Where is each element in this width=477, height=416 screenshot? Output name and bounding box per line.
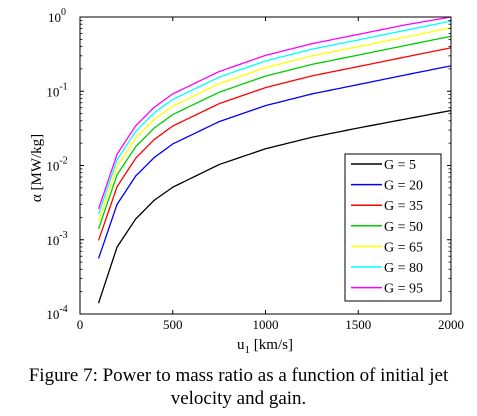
legend: G = 5 G = 20 G = 35 G = 50 G = 65 G = 80 G = 9… [344,153,442,302]
legend-label-2: G = 20 [384,179,423,194]
x-axis-label-unit: [km/s] [250,337,293,353]
series-line-6 [97,20,452,215]
x-tick-label-3: 1000 [253,317,279,332]
y-tick-label-4: 10-1 [46,81,67,99]
x-axis-label-main: u [237,337,245,353]
y-axis-label: α [MW/kg] [29,134,45,202]
y-tick-label-5: 100 [48,7,66,25]
series-line-3 [97,47,452,241]
y-ticks: 10-4 10-3 10-2 10-1 100 [46,7,451,322]
series-line-2 [97,65,452,259]
series-line-5 [97,27,452,222]
legend-label-3: G = 35 [384,199,423,214]
y-tick-label-1: 10-4 [46,304,67,322]
caption-line-1: Figure 7: Power to mass ratio as a funct… [28,365,449,386]
legend-box [344,153,442,302]
x-tick-label-1: 0 [77,317,84,332]
series-line-1 [97,109,452,304]
x-ticks: 0 500 1000 1500 2000 [77,17,464,332]
legend-label-5: G = 65 [384,240,423,255]
y-tick-label-2: 10-3 [46,230,67,248]
series-line-7 [97,16,452,210]
figure-caption: Figure 7: Power to mass ratio as a funct… [0,364,477,410]
series-layer [97,16,452,304]
legend-label-4: G = 50 [384,220,423,235]
x-axis-label: u1 [km/s] [237,337,293,356]
y-tick-label-3: 10-2 [46,156,67,174]
series-line-4 [97,35,452,230]
x-tick-label-5: 2000 [438,317,464,332]
x-tick-label-4: 1500 [345,317,371,332]
legend-items: G = 5 G = 20 G = 35 G = 50 G = 65 G = 80 G = 9… [351,158,423,297]
legend-label-6: G = 80 [384,261,423,276]
legend-label-1: G = 5 [384,158,416,173]
caption-line-2: velocity and gain. [170,388,307,409]
chart: 0 500 1000 1500 2000 10-4 10-3 10-2 10-1 100 u1 … [29,7,464,356]
x-axis-label-subscript: 1 [245,344,251,356]
x-tick-label-2: 500 [163,317,183,332]
legend-label-7: G = 95 [384,282,423,297]
